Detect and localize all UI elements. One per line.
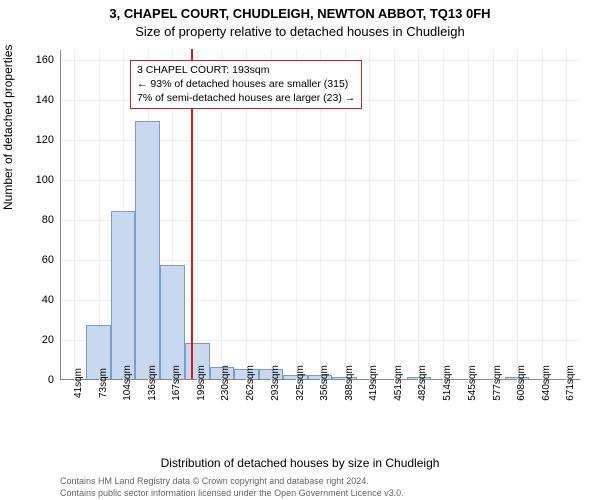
gridline-v	[542, 50, 543, 380]
chart-area: 3 CHAPEL COURT: 193sqm ← 93% of detached…	[60, 50, 580, 420]
y-axis-label: Number of detached properties	[1, 45, 15, 210]
x-tick-label: 356sqm	[319, 365, 330, 401]
x-tick-label: 262sqm	[245, 365, 256, 401]
annotation-line-1: 3 CHAPEL COURT: 193sqm	[137, 63, 355, 77]
gridline-v	[566, 50, 567, 380]
annotation-line-3: 7% of semi-detached houses are larger (2…	[137, 91, 355, 105]
x-tick-label: 419sqm	[368, 365, 379, 401]
gridline-v	[443, 50, 444, 380]
x-tick-label: 451sqm	[393, 365, 404, 401]
x-tick-label: 577sqm	[492, 365, 503, 401]
x-tick-label: 608sqm	[516, 365, 527, 401]
gridline-v	[369, 50, 370, 380]
chart-title-desc: Size of property relative to detached ho…	[0, 24, 600, 39]
x-tick-label: 514sqm	[442, 365, 453, 401]
histogram-bar	[135, 121, 160, 379]
x-tick-label: 73sqm	[98, 368, 109, 398]
gridline-v	[517, 50, 518, 380]
x-tick-label: 671sqm	[565, 365, 576, 401]
x-tick-label: 293sqm	[270, 365, 281, 401]
x-tick-label: 640sqm	[541, 365, 552, 401]
x-tick-label: 545sqm	[467, 365, 478, 401]
y-tick-label: 80	[24, 214, 54, 226]
annotation-box: 3 CHAPEL COURT: 193sqm ← 93% of detached…	[130, 60, 362, 109]
x-tick-label: 388sqm	[344, 365, 355, 401]
x-tick-label: 199sqm	[196, 365, 207, 401]
y-tick-label: 20	[24, 334, 54, 346]
y-tick-label: 0	[24, 374, 54, 386]
footer-copyright-2: Contains public sector information licen…	[60, 488, 404, 498]
x-tick-label: 482sqm	[417, 365, 428, 401]
x-tick-label: 167sqm	[171, 365, 182, 401]
gridline-v	[394, 50, 395, 380]
gridline-v	[74, 50, 75, 380]
x-tick-label: 41sqm	[73, 368, 84, 398]
y-tick-label: 120	[24, 134, 54, 146]
footer-copyright-1: Contains HM Land Registry data © Crown c…	[60, 476, 369, 486]
gridline-v	[468, 50, 469, 380]
x-tick-label: 104sqm	[122, 365, 133, 401]
y-tick-label: 100	[24, 174, 54, 186]
x-axis-label: Distribution of detached houses by size …	[0, 456, 600, 470]
x-tick-label: 325sqm	[295, 365, 306, 401]
y-tick-label: 40	[24, 294, 54, 306]
gridline-v	[493, 50, 494, 380]
y-tick-label: 140	[24, 94, 54, 106]
y-tick-label: 160	[24, 54, 54, 66]
chart-title-address: 3, CHAPEL COURT, CHUDLEIGH, NEWTON ABBOT…	[0, 6, 600, 21]
x-tick-label: 230sqm	[220, 365, 231, 401]
annotation-line-2: ← 93% of detached houses are smaller (31…	[137, 77, 355, 91]
y-tick-label: 60	[24, 254, 54, 266]
histogram-bar	[111, 211, 135, 379]
x-tick-label: 136sqm	[147, 365, 158, 401]
gridline-v	[418, 50, 419, 380]
histogram-bar	[160, 265, 184, 379]
